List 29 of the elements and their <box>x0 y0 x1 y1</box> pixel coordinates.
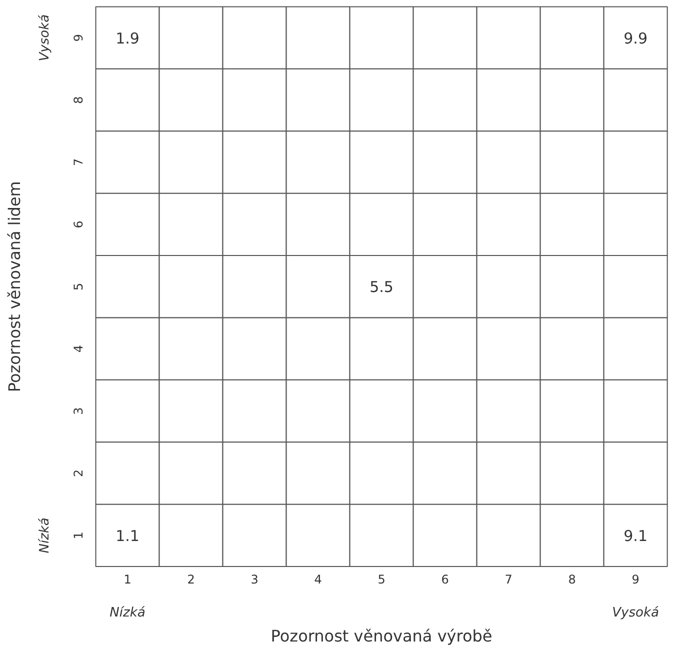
y-tick-label: 8 <box>71 96 86 104</box>
x-tick-label: 4 <box>314 572 322 586</box>
y-tick-label: 1 <box>71 532 86 540</box>
y-tick-label: 6 <box>71 220 86 228</box>
text: Nízká <box>110 606 146 621</box>
x-tick-label: 8 <box>568 572 576 586</box>
y-tick-label: 9 <box>71 34 86 42</box>
data-label: 9.9 <box>624 29 648 48</box>
x-tick-label: 9 <box>632 572 640 586</box>
y-tick-label: 7 <box>71 158 86 166</box>
x-tick-label: 1 <box>124 572 132 586</box>
x-tick-label: 7 <box>504 572 512 586</box>
data-label: 5.5 <box>370 278 394 296</box>
x-tick-label: 2 <box>187 572 195 586</box>
text: Vysoká <box>612 606 660 621</box>
data-label: 1.1 <box>116 526 140 545</box>
y-tick-label: 2 <box>71 469 86 478</box>
text: Nízká <box>37 518 52 554</box>
data-label: 1.9 <box>116 29 140 48</box>
x-tick-label: 6 <box>441 572 449 586</box>
data-label: 9.1 <box>624 526 648 545</box>
y-tick-label: 4 <box>71 345 86 353</box>
x-axis-title: Pozornost věnovaná výrobě <box>270 626 492 646</box>
x-tick-label: 3 <box>250 572 258 586</box>
text: Vysoká <box>37 14 52 62</box>
y-tick-label: 5 <box>71 282 86 290</box>
y-tick-label: 3 <box>71 407 86 415</box>
x-tick-label: 5 <box>378 572 386 586</box>
y-axis-title: Pozornost věnovaná lidem <box>4 181 24 392</box>
